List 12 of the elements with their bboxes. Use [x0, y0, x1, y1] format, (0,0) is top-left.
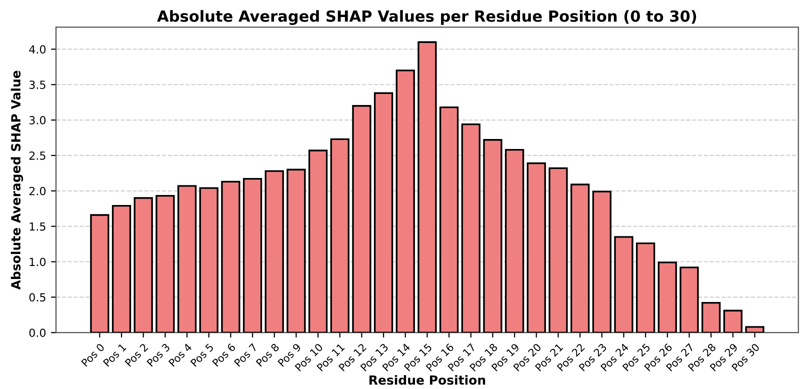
y-tick-label: 2.5 — [29, 151, 46, 160]
y-tick-label: 1.5 — [30, 222, 46, 231]
y-tick-label: 3.5 — [29, 80, 46, 89]
y-tick-label: 4.0 — [29, 45, 46, 54]
y-tick-label: 3.0 — [29, 116, 46, 124]
y-tick-label: 0.0 — [29, 328, 46, 337]
x-axis-title: Residue Position — [369, 375, 486, 385]
y-axis-title: Absolute Averaged SHAP Value — [10, 70, 24, 290]
chart-title: Absolute Averaged SHAP Values per Residue Position (0 to 30) — [157, 10, 696, 25]
y-tick-label: 0.5 — [29, 293, 46, 302]
y-tick-label: 1.0 — [30, 258, 46, 266]
y-tick-label: 2.0 — [29, 186, 46, 196]
